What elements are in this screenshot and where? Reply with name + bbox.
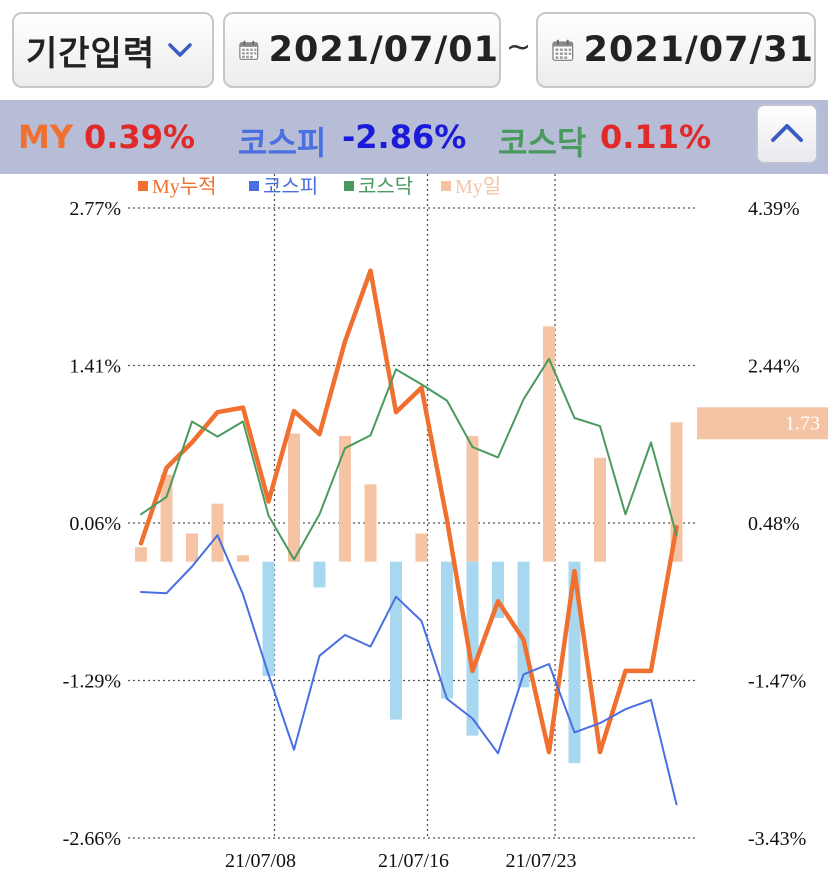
bar-kospi-daily (466, 561, 479, 736)
kosdaq-value: 0.11% (600, 118, 712, 156)
kosdaq-label: 코스닥 (498, 124, 587, 162)
my-value: 0.39% (84, 118, 196, 156)
bar-my-daily (135, 547, 147, 562)
right-axis-tick: 4.39% (748, 198, 800, 220)
bar-my-daily (415, 533, 428, 562)
bar-my-daily (543, 326, 555, 562)
chart-svg: 2.77% 1.41% 0.06% -1.29% -2.66% 4.39% 2.44% 0.4… (63, 174, 828, 872)
calendar-icon (239, 40, 259, 60)
kospi-label: 코스피 (238, 124, 327, 162)
bar-kospi-daily (517, 561, 530, 688)
kosdaq-line (140, 357, 678, 561)
bar-kospi-daily (262, 561, 275, 677)
bar-my-daily (160, 474, 173, 562)
left-axis-tick: 1.41% (69, 356, 121, 378)
bar-my-daily (211, 503, 224, 562)
right-axis-tick: 2.44% (748, 356, 800, 378)
legend-swatch (344, 181, 354, 191)
bar-my-daily (594, 457, 606, 562)
bar-my-daily (364, 484, 377, 562)
left-axis-tick: -1.29% (63, 671, 121, 693)
right-axis-tick: -3.43% (748, 828, 806, 850)
bar-my-daily (288, 433, 300, 562)
period-input-label: 기간입력 (26, 33, 156, 74)
chevron-down-icon (168, 43, 192, 57)
legend-label: My일 (455, 175, 501, 198)
legend-label: My누적 (152, 175, 217, 198)
bar-my-daily (186, 533, 198, 562)
bar-kospi-daily (568, 561, 581, 764)
my-label: MY (18, 118, 74, 156)
start-date-button[interactable]: 2021/07/01 (223, 12, 501, 88)
legend-label: 코스피 (263, 175, 318, 198)
bar-kospi-daily (390, 561, 402, 720)
calendar-icon (552, 39, 574, 61)
left-axis-tick: 2.77% (69, 198, 121, 220)
period-toolbar: 기간입력 2021/07/01 ~ (0, 0, 828, 100)
left-axis-tick: -2.66% (63, 828, 121, 850)
chevron-up-icon (771, 124, 803, 142)
left-axis-tick: 0.06% (69, 513, 121, 535)
return-chart: 2.77% 1.41% 0.06% -1.29% -2.66% 4.39% 2.44% 0.4… (0, 174, 828, 874)
bar-kospi-daily (313, 561, 326, 588)
end-date-button[interactable]: 2021/07/31 (536, 12, 816, 88)
right-axis-tick: 0.48% (748, 513, 800, 535)
collapse-button[interactable] (756, 104, 818, 164)
right-axis-tick: -1.47% (748, 671, 806, 693)
x-axis-tick: 21/07/16 (378, 850, 449, 872)
x-axis-tick: 21/07/23 (505, 850, 576, 872)
latest-value-text: 1.73 (785, 412, 820, 434)
period-input-button[interactable]: 기간입력 (12, 12, 214, 88)
bar-my-daily (466, 435, 479, 562)
legend-swatch (441, 181, 451, 191)
kospi-value: -2.86% (342, 118, 467, 156)
date-separator: ~ (506, 30, 532, 65)
kospi-line (140, 534, 678, 806)
bar-my-daily (339, 435, 351, 562)
legend-swatch (249, 181, 259, 191)
latest-value-badge (697, 407, 828, 440)
legend-swatch (138, 181, 148, 191)
start-date-text: 2021/07/01 (268, 30, 499, 70)
bar-my-daily (237, 555, 249, 562)
return-summary-bar: MY 0.39% 코스피 -2.86% 코스닥 0.11% (0, 100, 828, 174)
end-date-text: 2021/07/31 (583, 30, 814, 70)
legend-label: 코스닥 (358, 175, 413, 198)
my-cumulative-line (138, 268, 679, 755)
bar-kospi-daily (441, 561, 453, 699)
x-axis-tick: 21/07/08 (225, 850, 296, 872)
